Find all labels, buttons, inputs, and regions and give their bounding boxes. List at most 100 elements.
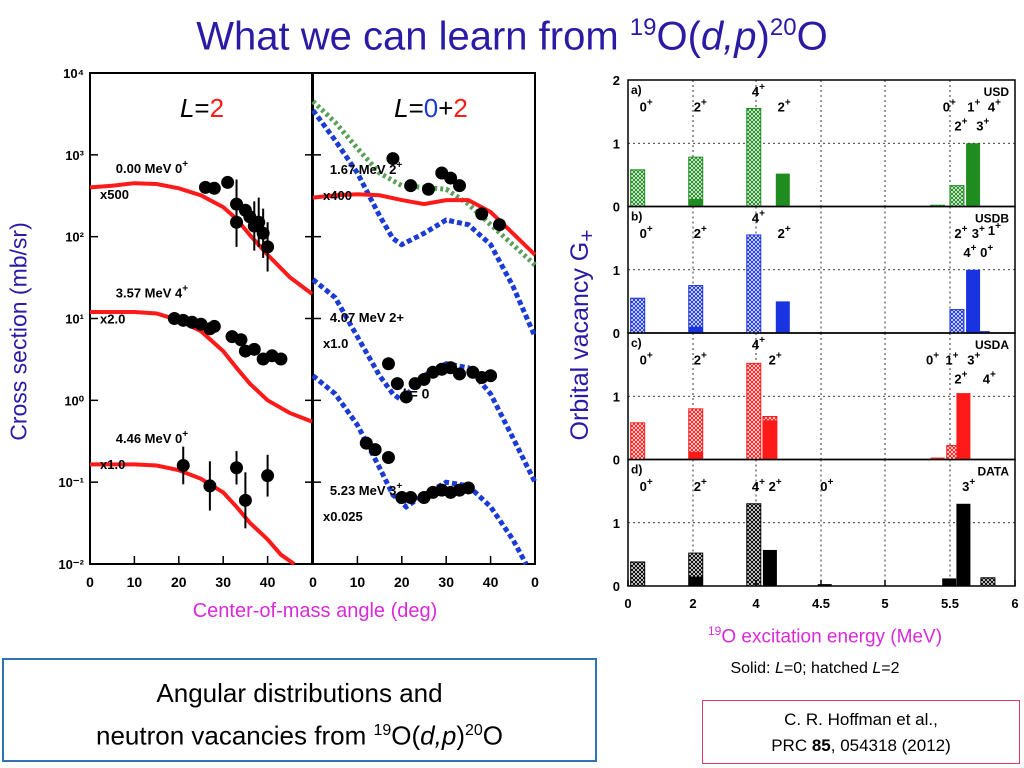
panel-letter: d) [631,463,642,477]
panel-model-name: USDA [975,338,1009,352]
data-point [274,352,288,366]
caption-mass-19: 19 [373,722,392,739]
ref-volume: 85 [811,736,831,755]
spin-label-sup: + [933,351,939,362]
spin-label-sup: + [701,351,707,362]
l0-fit-curve [310,108,538,338]
spin-label: 2+ [954,117,967,134]
spin-label-sup: + [975,98,981,109]
spin-label: 4+ [752,208,765,225]
data-point [395,490,409,504]
solid-bar [688,576,703,586]
spin-label: 0+ [640,477,653,494]
solid-bar [775,301,790,333]
hatched-bar [688,285,704,334]
data-point [421,182,435,196]
spin-label-sup: + [962,224,968,235]
solid-bar [975,331,990,333]
hatched-bar [630,297,646,334]
total-fit-curve [311,99,537,267]
x-tick-label: 5.5 [941,596,959,611]
spin-label-sup: + [759,208,765,219]
state-label: 1.67 MeV 2+ [330,160,403,177]
y-tick-label: 1 [613,263,620,278]
vacancy-panel-usdb: 010+ 2+4+2+ 2+ 3+ 1+4+ 0+b) USDB [613,205,1016,341]
data-point [417,372,431,386]
annotation-l: l [402,386,407,402]
caption-close: ) [456,720,465,751]
spin-label: 2+ [954,370,967,387]
data-point [386,152,400,166]
solid-bar [688,451,703,460]
data-point [368,443,382,457]
spin-label: 0+ [640,98,653,115]
y-tick-label: 10² [65,230,84,245]
caption-box: Angular distributions and neutron vacanc… [2,658,597,762]
l0-fit-curve [311,373,529,566]
data-point [261,240,275,254]
title-o2: O [796,14,828,59]
note-L2-value: =2 [881,660,900,677]
x-tick-label: 40 [483,574,499,590]
panel-header: L=0+2 [394,93,468,123]
data-point [461,481,475,495]
spin-label-sup: + [987,243,993,254]
panel-header-part: 0 [424,93,438,123]
x-tick-label: 5 [881,596,888,611]
spin-label: 2+ [769,477,782,494]
ref-journal: PRC [771,736,812,755]
spin-label: 2+ [694,224,707,241]
spin-label: 1+ [945,351,958,368]
spin-label: 0+ [640,224,653,241]
vacancy-y-axis-label: Orbital vacancy G+ [566,210,600,460]
hatched-bar [746,503,762,587]
note-hatched: =0; hatched [783,660,873,677]
y-tick-label: 1 [613,389,620,404]
y-tick-label: 0 [613,579,620,594]
panel-header-part: 2 [453,93,467,123]
ref-pages: , 054318 (2012) [830,736,951,755]
data-point [404,179,418,193]
x-tick-label: 20 [171,574,187,590]
vacancy-y-label-main: Orbital vacancy G [566,241,594,441]
caption-o2: O [482,720,504,751]
data-point [475,207,489,221]
caption-line-2: neutron vacancies from 19O(d,p)20O [4,712,595,755]
title-p: p [734,14,757,59]
annotation-rest: = 0 [406,386,430,402]
x-tick-label: 30 [215,574,231,590]
spin-label: 3+ [962,477,975,494]
x-tick-label: 0 [624,596,631,611]
data-point [444,171,458,185]
spin-label-sup: + [995,221,1001,232]
panel-model-name: USDB [975,212,1009,226]
x-tick-label: 6 [1011,596,1018,611]
x-tick-label: 2 [689,596,696,611]
spin-label: 4+ [963,243,976,260]
spin-label-sup: + [962,370,968,381]
x-tick-label: 4 [752,596,760,611]
data-point [381,357,395,371]
title-text: What we can learn from [196,14,630,59]
data-point [221,175,235,189]
spin-label-sup: + [776,351,782,362]
spin-label-sup: + [701,98,707,109]
spin-label-sup: + [701,477,707,488]
spin-label: 4+ [752,335,765,352]
data-point [492,218,506,232]
data-point [256,226,270,240]
panel-model-name: USD [984,85,1010,99]
x-tick-label: 30 [438,574,454,590]
spin-label-sup: + [701,224,707,235]
hatched-bar [630,422,646,461]
caption-text: neutron vacancies from [95,720,374,751]
data-point [404,490,418,504]
hatched-bar [630,169,646,208]
y-tick-label: 10³ [65,148,84,163]
spin-label-sup: + [995,98,1001,109]
y-tick-label: 0 [613,200,620,215]
hatched-bar [630,561,646,587]
vacancy-y-label-sub: + [576,229,599,242]
title-d: d [700,14,724,59]
data-point [484,369,498,383]
